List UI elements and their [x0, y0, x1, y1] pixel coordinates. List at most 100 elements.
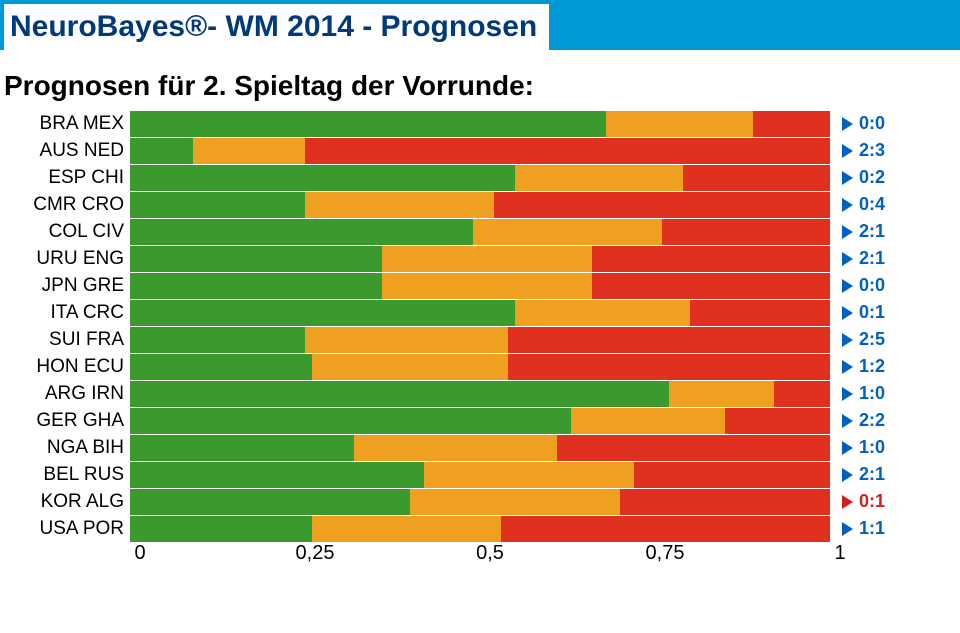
bar-segment-draw	[382, 246, 592, 272]
bar-segment-win	[130, 462, 424, 488]
bar-segment-loss	[725, 408, 830, 434]
bar-segment-win	[130, 246, 382, 272]
result-cell: 0:4	[830, 194, 900, 215]
axis-tick: 1	[834, 542, 845, 565]
result-cell: 0:1	[830, 491, 900, 512]
result-score: 0:0	[859, 113, 885, 134]
bar-segment-loss	[508, 354, 830, 380]
bar-segment-draw	[571, 408, 725, 434]
bar-segment-loss	[753, 111, 830, 137]
bar-segment-loss	[501, 516, 830, 542]
bar-segment-draw	[410, 489, 620, 515]
stacked-bar-chart: BRA MEX 0:0 AUS NED2:3ESP CHI0:2 CMR CRO 0:4…	[10, 110, 960, 578]
triangle-marker-icon	[842, 117, 853, 131]
bar-segment-win	[130, 165, 515, 191]
result-cell: 0:2	[830, 167, 900, 188]
subtitle: Prognosen für 2. Spieltag der Vorrunde:	[4, 70, 960, 102]
result-cell: 0:1	[830, 302, 900, 323]
match-label: USA POR	[10, 518, 130, 540]
bar-track	[130, 488, 830, 515]
match-label: COL CIV	[10, 221, 130, 243]
bar-segment-loss	[620, 489, 830, 515]
bar-segment-draw	[193, 138, 305, 164]
bar-segment-win	[130, 327, 305, 353]
bar-track	[130, 245, 830, 272]
bar-track	[130, 191, 830, 218]
result-score: 0:0	[859, 275, 885, 296]
bar-segment-draw	[354, 435, 557, 461]
bar-segment-draw	[312, 354, 508, 380]
bar-segment-loss	[494, 192, 830, 218]
bar-segment-loss	[662, 219, 830, 245]
bar-segment-loss	[690, 300, 830, 326]
bar-segment-win	[130, 489, 410, 515]
match-label: BEL RUS	[10, 464, 130, 486]
result-cell: 0:0	[830, 275, 900, 296]
bar-track	[130, 515, 830, 542]
result-score: 0:1	[859, 302, 885, 323]
result-cell: 1:0	[830, 383, 900, 404]
result-cell: 2:5	[830, 329, 900, 350]
axis-tick: 0	[134, 542, 145, 565]
triangle-marker-icon	[842, 144, 853, 158]
triangle-marker-icon	[842, 387, 853, 401]
bar-segment-loss	[557, 435, 830, 461]
bar-track	[130, 164, 830, 191]
chart-row: COL CIV 2:1	[10, 218, 960, 245]
bar-segment-win	[130, 354, 312, 380]
bar-segment-draw	[606, 111, 753, 137]
result-cell: 1:1	[830, 518, 900, 539]
bar-track	[130, 272, 830, 299]
chart-row: ITA CRC0:1	[10, 299, 960, 326]
bar-segment-loss	[774, 381, 830, 407]
axis-tick: 0,5	[476, 542, 504, 565]
triangle-marker-icon	[842, 198, 853, 212]
result-score: 2:1	[859, 221, 885, 242]
chart-row: KOR ALG 0:1	[10, 488, 960, 515]
result-score: 2:1	[859, 248, 885, 269]
triangle-marker-icon	[842, 225, 853, 239]
result-score: 1:0	[859, 383, 885, 404]
chart-row: ESP CHI0:2	[10, 164, 960, 191]
triangle-marker-icon	[842, 360, 853, 374]
bar-track	[130, 461, 830, 488]
bar-track	[130, 353, 830, 380]
bar-segment-win	[130, 408, 571, 434]
result-score: 2:5	[859, 329, 885, 350]
result-cell: 2:2	[830, 410, 900, 431]
bar-segment-loss	[634, 462, 830, 488]
chart-row: GER GHA2:2	[10, 407, 960, 434]
bar-segment-win	[130, 111, 606, 137]
chart-row: AUS NED2:3	[10, 137, 960, 164]
bar-track	[130, 110, 830, 137]
chart-row: JPN GRE0:0	[10, 272, 960, 299]
match-label: AUS NED	[10, 140, 130, 162]
bar-track	[130, 299, 830, 326]
chart-row: BEL RUS 2:1	[10, 461, 960, 488]
bar-segment-win	[130, 273, 382, 299]
bar-segment-draw	[305, 327, 508, 353]
chart-row: NGA BIH1:0	[10, 434, 960, 461]
bar-segment-draw	[515, 165, 683, 191]
chart-row: HON ECU1:2	[10, 353, 960, 380]
match-label: BRA MEX	[10, 113, 130, 135]
match-label: CMR CRO	[10, 194, 130, 216]
bar-segment-draw	[473, 219, 662, 245]
match-label: KOR ALG	[10, 491, 130, 513]
chart-rows: BRA MEX 0:0 AUS NED2:3ESP CHI0:2 CMR CRO 0:4…	[10, 110, 960, 542]
bar-track	[130, 218, 830, 245]
bar-segment-draw	[669, 381, 774, 407]
result-score: 1:2	[859, 356, 885, 377]
triangle-marker-icon	[842, 441, 853, 455]
bar-segment-loss	[508, 327, 830, 353]
result-score: 2:1	[859, 464, 885, 485]
bar-track	[130, 137, 830, 164]
axis-tick: 0,75	[646, 542, 685, 565]
triangle-marker-icon	[842, 495, 853, 509]
chart-row: USA POR 1:1	[10, 515, 960, 542]
bar-segment-draw	[312, 516, 501, 542]
bar-segment-win	[130, 435, 354, 461]
triangle-marker-icon	[842, 171, 853, 185]
chart-row: CMR CRO 0:4	[10, 191, 960, 218]
bar-segment-draw	[305, 192, 494, 218]
